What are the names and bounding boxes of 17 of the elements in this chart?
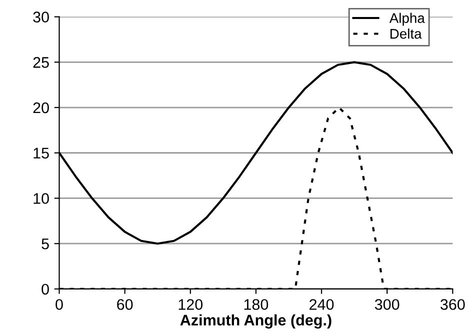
legend-label: Delta <box>390 28 422 39</box>
x-tick-label: 360 <box>440 299 465 310</box>
y-tick-label: 0 <box>42 284 49 295</box>
y-tick-label: 30 <box>33 12 49 22</box>
y-tick-label: 20 <box>33 102 49 114</box>
x-tick-label: 120 <box>178 299 203 310</box>
x-tick-label: 180 <box>244 299 268 310</box>
legend-label: Alpha <box>389 12 425 26</box>
y-tick-label: 25 <box>33 57 49 68</box>
y-tick-label: 15 <box>34 148 49 159</box>
x-axis-title: Azimuth Angle (deg.) <box>180 314 332 329</box>
x-tick-label: 0 <box>56 299 63 310</box>
x-tick-label: 60 <box>117 299 133 310</box>
y-tick-label: 5 <box>42 238 49 250</box>
x-tick-label: 300 <box>374 299 400 310</box>
y-tick-label: 10 <box>34 193 49 204</box>
x-tick-label: 240 <box>310 299 334 310</box>
